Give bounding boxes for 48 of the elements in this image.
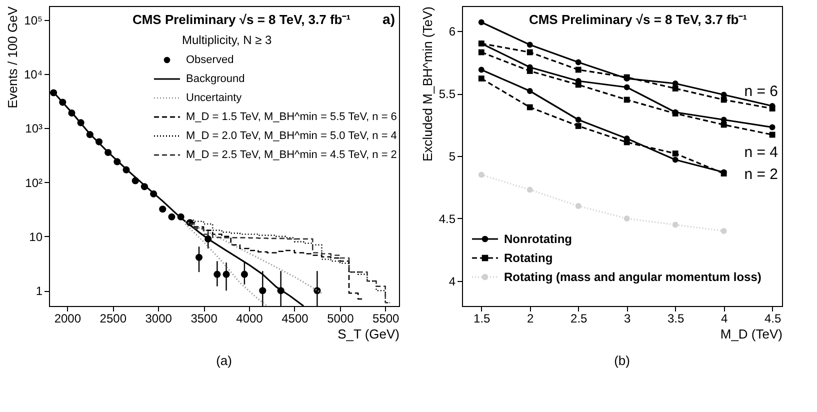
- y-tick-label: 10: [29, 230, 43, 244]
- y-axis-title: Events / 100 GeV: [4, 6, 20, 108]
- legend-label: Rotating (mass and angular momentum loss): [504, 270, 762, 284]
- annotation: n = 4: [744, 144, 778, 161]
- x-tick-label: 4500: [282, 312, 309, 326]
- y-tick-label: 6: [448, 24, 456, 38]
- annotation: n = 6: [744, 83, 778, 100]
- chart-title: CMS Preliminary √s = 8 TeV, 3.7 fb⁻¹: [528, 12, 748, 27]
- annotation: n = 2: [744, 166, 778, 183]
- y-tick-label: 1: [36, 284, 43, 298]
- x-tick-label: 3500: [190, 312, 218, 326]
- y-tick-label: 10³: [25, 122, 43, 136]
- x-tick-label: 2.5: [570, 312, 588, 326]
- legend-label: Uncertainty: [186, 92, 242, 104]
- legend-label: Observed: [186, 54, 234, 66]
- text: CMS Preliminary √s = 8 TeV, 3.7 fb⁻¹: [132, 12, 351, 27]
- x-tick-label: 5000: [327, 312, 354, 326]
- x-axis-title: M_D (TeV): [720, 326, 782, 342]
- y-tick-label: 10²: [25, 176, 43, 190]
- x-tick-label: 1.5: [474, 312, 491, 326]
- x-tick-label: 2500: [100, 312, 127, 326]
- x-tick-label: 4: [720, 312, 728, 326]
- y-tick-label: 4: [448, 274, 456, 288]
- y-tick-label: 10⁴: [24, 67, 42, 82]
- x-tick-label: 2000: [54, 312, 82, 326]
- text: (a): [216, 353, 232, 368]
- x-tick-label: 3000: [145, 312, 172, 326]
- y-tick-label: 5.5: [438, 87, 456, 101]
- legend-label: Background: [186, 73, 245, 85]
- y-axis-title: Excluded M_BH^min (TeV): [420, 6, 435, 162]
- annotation: a): [382, 11, 395, 27]
- x-tick-label: 5500: [372, 312, 400, 326]
- x-tick-label: 4000: [236, 312, 264, 326]
- y-tick-label: 10⁵: [24, 13, 43, 28]
- annotation: Multiplicity, N ≥ 3: [182, 33, 272, 47]
- legend-label: Nonrotating: [504, 232, 572, 246]
- y-tick-label: 4.5: [438, 212, 456, 226]
- y-tick-label: 5: [448, 150, 456, 164]
- x-tick-label: 3: [624, 312, 632, 326]
- legend-label: M_D = 1.5 TeV, M_BH^min = 5.5 TeV, n = 6: [186, 111, 397, 123]
- legend-label: M_D = 2.0 TeV, M_BH^min = 5.0 TeV, n = 4: [186, 130, 397, 142]
- x-tick-label: 2: [527, 312, 534, 326]
- x-tick-label: 4.5: [764, 312, 782, 326]
- x-tick-label: 3.5: [667, 312, 684, 326]
- legend-label: Rotating: [504, 251, 553, 265]
- text: (b): [614, 353, 630, 368]
- legend-label: M_D = 2.5 TeV, M_BH^min = 4.5 TeV, n = 2: [186, 149, 397, 161]
- x-axis-title: S_T (GeV): [338, 326, 400, 342]
